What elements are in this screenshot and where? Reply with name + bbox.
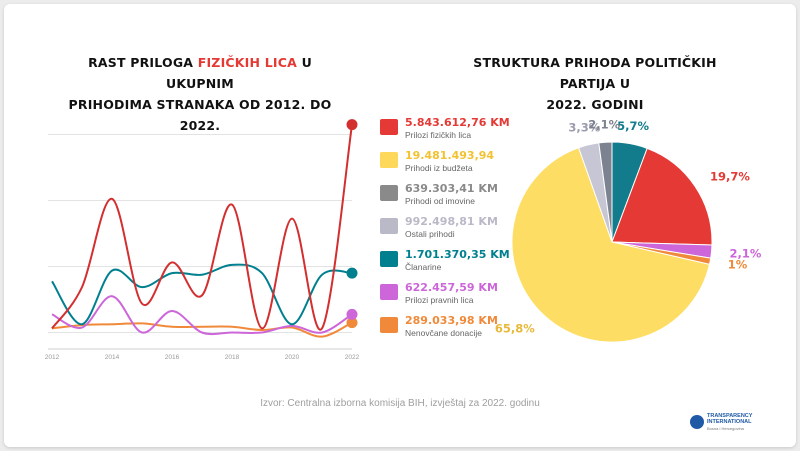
id-card-icon	[380, 251, 398, 267]
series-end-marker	[346, 308, 358, 320]
legend-label: Nenovčane donacije	[405, 328, 483, 338]
pie-slice-label: 1%	[728, 258, 748, 272]
ti-globe-icon	[690, 415, 704, 429]
x-tick-label: 2018	[225, 354, 240, 361]
line-series-2	[51, 295, 353, 336]
legend-label: Ostali prihodi	[405, 229, 455, 239]
legend-label: Članarine	[405, 262, 442, 272]
line-series-3	[51, 321, 353, 338]
line-series-1	[51, 263, 353, 326]
series-end-marker	[346, 119, 358, 131]
title-text: RAST PRILOGA	[88, 55, 198, 70]
legend-item: 622.457,59 KM Prilozi pravnih lica	[380, 281, 515, 309]
legend-value: 1.701.370,35 KM	[405, 248, 510, 261]
series-end-marker	[346, 267, 358, 279]
x-tick-label: 2016	[165, 354, 180, 361]
title-text-line2: 2022. GODINI	[546, 97, 644, 112]
legend-value: 19.481.493,94	[405, 149, 495, 162]
legend-value: 992.498,81 KM	[405, 215, 498, 228]
legend-item: 639.303,41 KM Prihodi od imovine	[380, 182, 515, 210]
pie-slice-label: 3,3%	[568, 120, 600, 134]
legend-value: 5.843.612,76 KM	[405, 116, 510, 129]
gift-icon	[380, 317, 398, 333]
legend-item: 5.843.612,76 KM Prilozi fizičkih lica	[380, 116, 515, 144]
pie-slice-label: 2,1%	[588, 117, 620, 131]
pie-slice-label: 5,7%	[617, 119, 649, 133]
line-series-0	[51, 124, 353, 331]
house-icon	[380, 185, 398, 201]
series-end-marker	[346, 317, 358, 329]
transparency-international-logo: TRANSPARENCY INTERNATIONAL Bosna i Herceg…	[690, 413, 770, 435]
legend-item: 289.033,98 KM Nenovčane donacije	[380, 314, 515, 342]
pie-slice-label: 65,8%	[495, 322, 535, 336]
title-text: STRUKTURA PRIHODA POLITIČKIH PARTIJA U	[473, 55, 717, 91]
pie-chart-title: STRUKTURA PRIHODA POLITIČKIH PARTIJA U 2…	[450, 52, 740, 115]
logo-subtext: Bosna i Hercegovina	[707, 426, 744, 431]
x-tick-label: 2022	[345, 354, 360, 361]
source-note: Izvor: Centralna izborna komisija BIH, i…	[260, 398, 540, 409]
legend-value: 639.303,41 KM	[405, 182, 498, 195]
pie-slice	[511, 147, 711, 343]
legend-item: 992.498,81 KM Ostali prihodi	[380, 215, 515, 243]
legend-label: Prilozi fizičkih lica	[405, 130, 472, 140]
legend-item: 19.481.493,94 Prihodi iz budžeta	[380, 149, 515, 177]
hand-icon	[380, 119, 398, 135]
line-chart-title: RAST PRILOGA FIZIČKIH LICA U UKUPNIM PRI…	[55, 52, 345, 136]
title-text: U UKUPNIM	[166, 55, 312, 91]
logo-text: TRANSPARENCY INTERNATIONAL	[707, 413, 753, 425]
legend-value: 622.457,59 KM	[405, 281, 498, 294]
title-text-line2: PRIHODIMA STRANAKA OD 2012. DO 2022.	[68, 97, 332, 133]
legend-label: Prihodi iz budžeta	[405, 163, 473, 173]
pie-slice	[598, 141, 613, 243]
document-icon	[380, 218, 398, 234]
coins-icon	[380, 284, 398, 300]
legend-item: 1.701.370,35 KM Članarine	[380, 248, 515, 276]
x-tick-label: 2012	[45, 354, 60, 361]
banknote-icon	[380, 152, 398, 168]
legend-label: Prihodi od imovine	[405, 196, 475, 206]
x-tick-label: 2020	[285, 354, 300, 361]
pie-slice-label: 2,1%	[729, 246, 761, 260]
pie-slice-label: 19,7%	[710, 169, 750, 183]
pie-slice	[611, 147, 713, 246]
x-tick-label: 2014	[105, 354, 120, 361]
legend-value: 289.033,98 KM	[405, 314, 498, 327]
title-highlight: FIZIČKIH LICA	[197, 55, 298, 70]
legend-label: Prilozi pravnih lica	[405, 295, 474, 305]
